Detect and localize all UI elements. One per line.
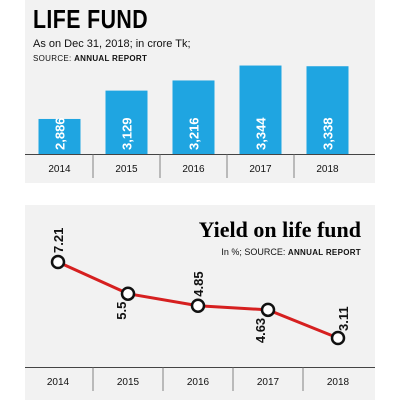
bar-2015	[105, 90, 148, 154]
yield-value-label: 4.63	[253, 318, 268, 343]
life-fund-bar-chart: 2,886 2014 3,129 2015 3,216 2016 3,344 2017 3,33…	[25, 65, 375, 178]
yield-point-2014	[50, 254, 66, 270]
life-fund-subtitle: As on Dec 31, 2018; in crore Tk;	[33, 38, 191, 50]
line-tick-label: 2015	[117, 377, 140, 388]
yield-panel: 7.21 5.5 4.85 4.63 3.11 2014 2015 2016 2017 2018 …	[25, 205, 375, 400]
bar-tick-label: 2018	[316, 164, 339, 175]
life-fund-title: LIFE FUND	[33, 4, 149, 34]
line-tick-label: 2014	[47, 377, 70, 388]
bar-2016	[172, 80, 215, 154]
bar-2017	[239, 65, 282, 154]
yield-line-chart: 7.21 5.5 4.85 4.63 3.11 2014 2015 2016 2017 2018	[25, 228, 375, 391]
bar-2014	[38, 118, 81, 154]
life-fund-panel: LIFE FUND As on Dec 31, 2018; in crore T…	[25, 0, 375, 183]
yield-value-label: 3.11	[336, 306, 351, 331]
yield-point-2015	[120, 286, 136, 301]
yield-source-value: ANNUAL REPORT	[287, 248, 361, 257]
bar-value-label: 3,344	[254, 117, 269, 150]
life-fund-source: SOURCE: ANNUAL REPORT	[33, 54, 147, 63]
yield-title: Yield on life fund	[198, 217, 361, 242]
yield-value-label: 7.21	[51, 228, 66, 253]
yield-value-label: 4.85	[191, 271, 206, 296]
yield-point-2018	[330, 330, 346, 346]
bar-tick-label: 2016	[182, 164, 205, 175]
yield-unit-label: In %;	[221, 247, 242, 257]
line-tick-label: 2016	[187, 377, 210, 388]
yield-source-label: SOURCE:	[244, 247, 286, 257]
line-tick-label: 2018	[327, 377, 350, 388]
yield-value-label: 5.5	[114, 302, 129, 320]
bar-value-label: 3,129	[120, 117, 135, 150]
life-fund-source-value: ANNUAL REPORT	[74, 54, 148, 63]
life-fund-source-label: SOURCE:	[33, 54, 72, 63]
yield-meta: In %; SOURCE: ANNUAL REPORT	[221, 247, 361, 257]
yield-point-2017	[260, 302, 276, 318]
bar-tick-label: 2015	[115, 164, 138, 175]
bar-tick-label: 2017	[249, 164, 272, 175]
bar-2018	[306, 66, 349, 154]
yield-point-2016	[190, 298, 206, 313]
bar-tick-label: 2014	[48, 164, 71, 175]
bar-value-label: 3,216	[187, 117, 202, 150]
bar-value-label: 3,338	[321, 117, 336, 150]
bar-value-label: 2,886	[53, 117, 68, 150]
line-tick-label: 2017	[257, 377, 280, 388]
